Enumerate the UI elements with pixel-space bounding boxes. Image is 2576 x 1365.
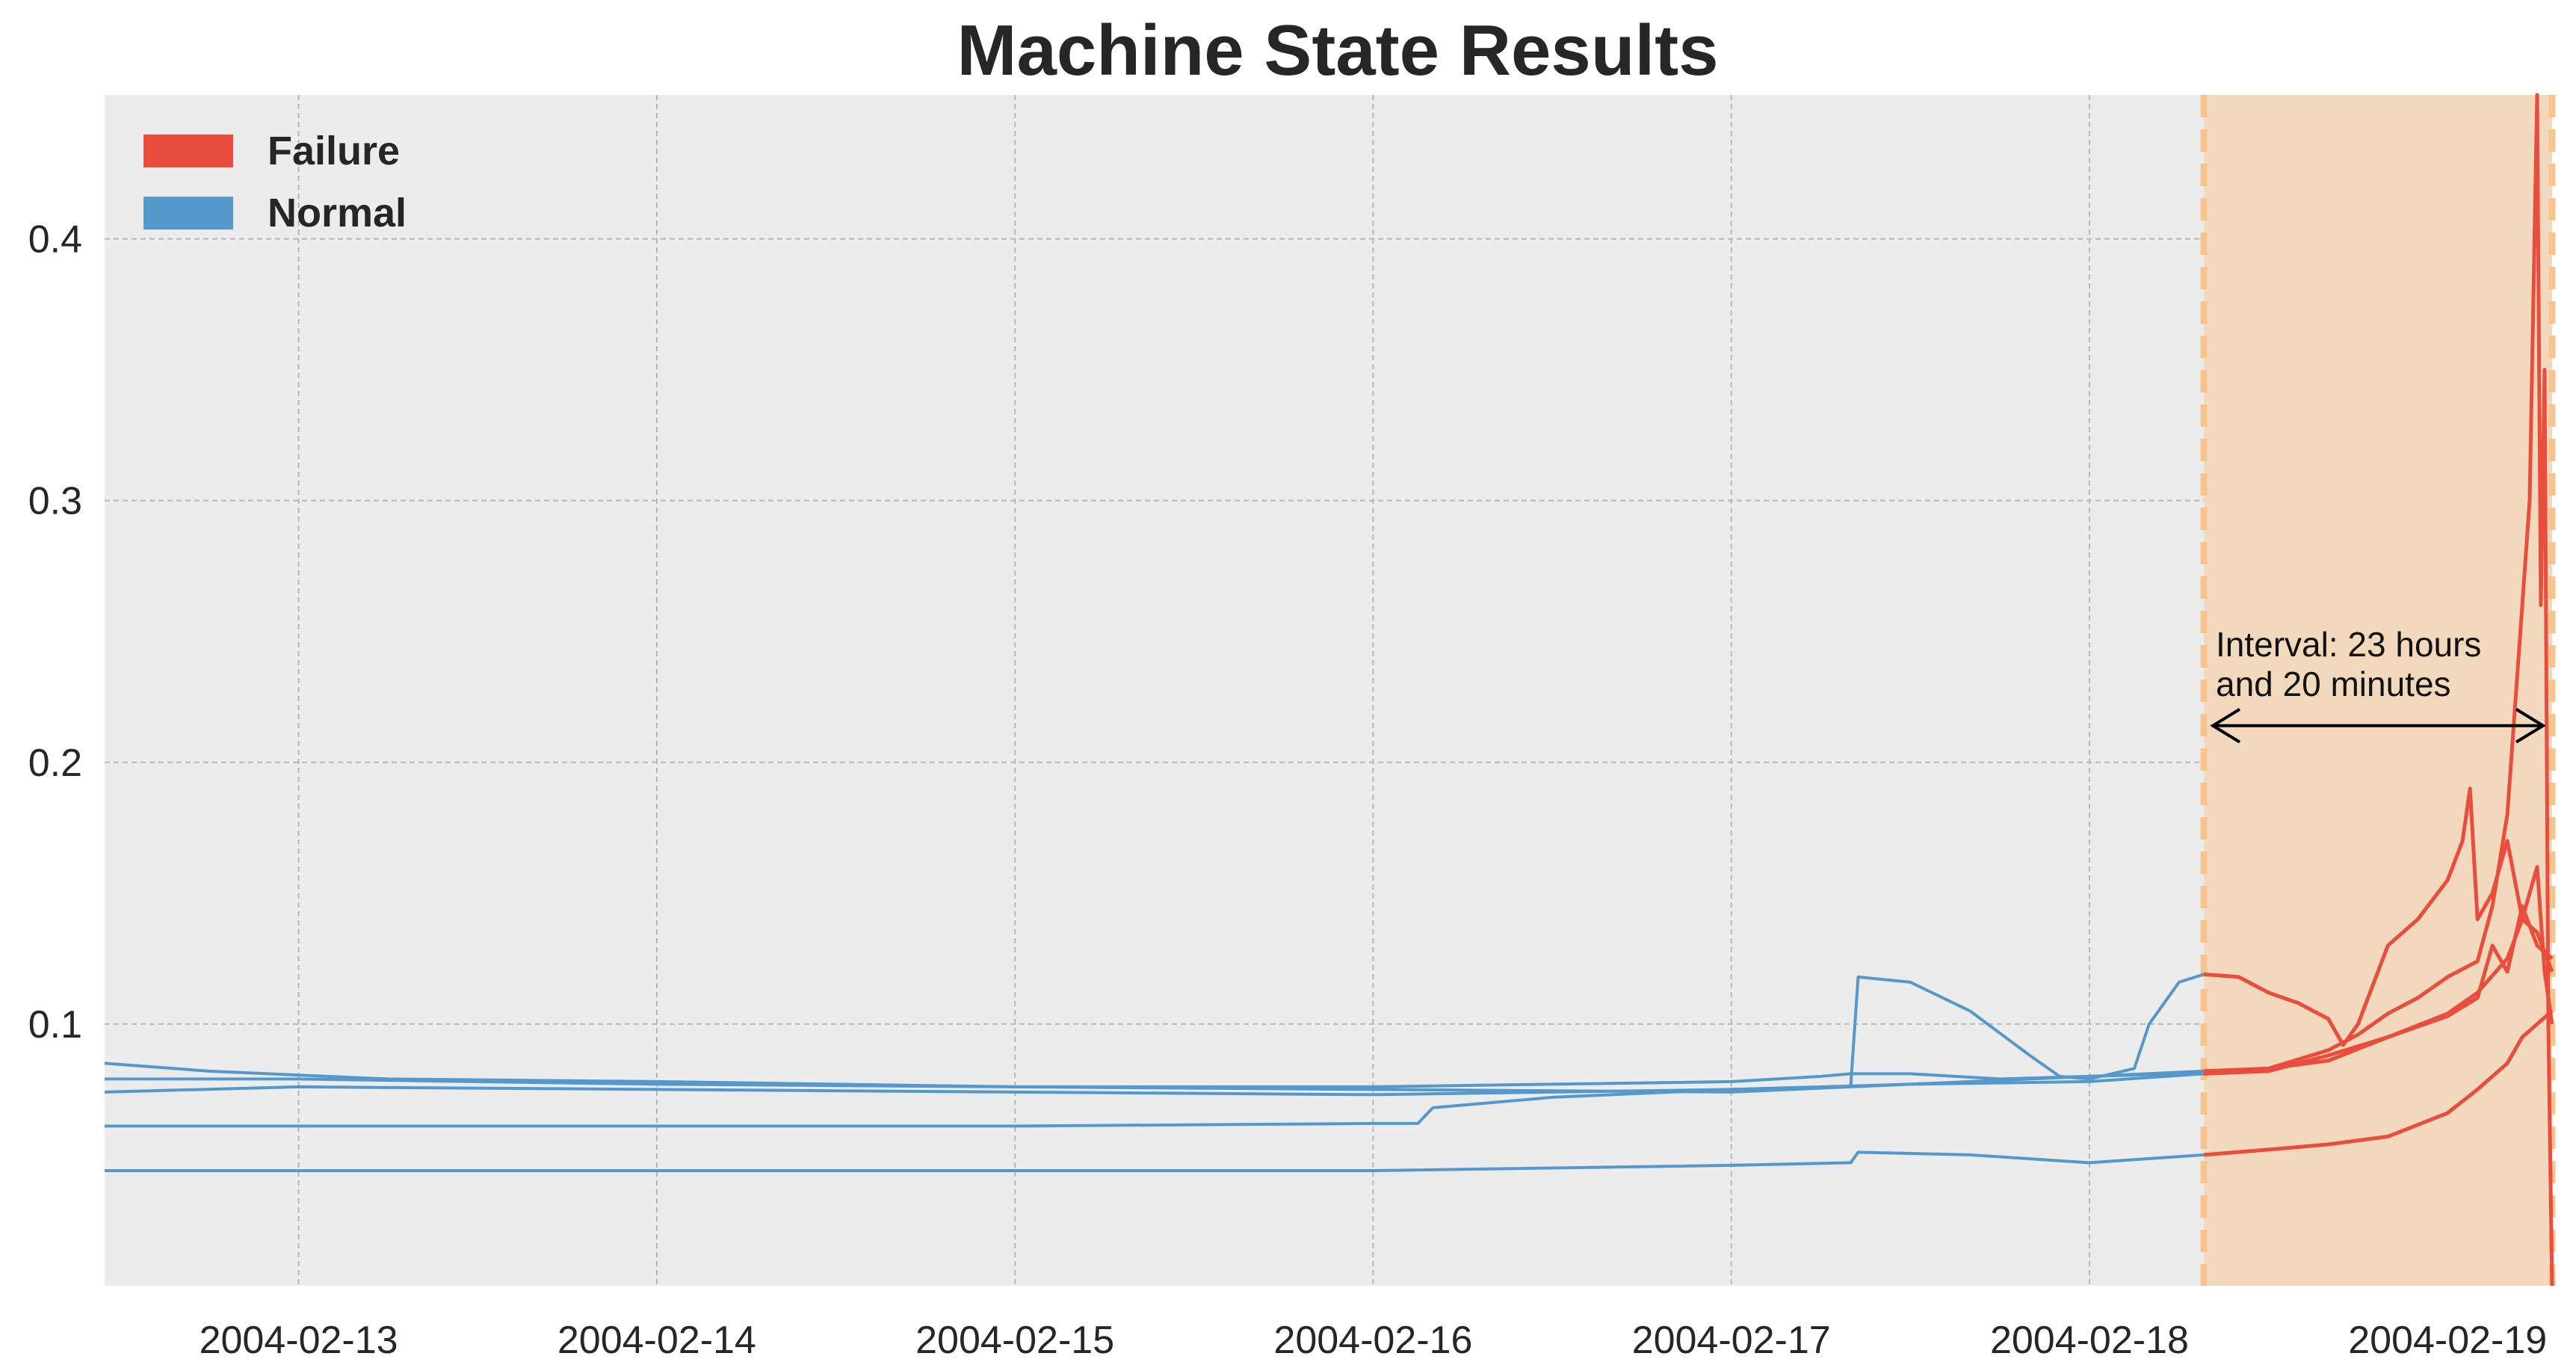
x-tick-label: 2004-02-18	[1990, 1319, 2189, 1362]
series-2-failure-line	[2203, 786, 2554, 1047]
series-4-failure-line	[2203, 917, 2554, 1073]
legend-label-failure: Failure	[268, 129, 400, 173]
legend-swatch-failure	[143, 135, 233, 167]
x-tick-label: 2004-02-13	[200, 1319, 398, 1362]
failure-interval	[2200, 95, 2556, 1286]
y-tick-label: 0.3	[28, 480, 82, 523]
interval-arrow-head-right	[2515, 708, 2546, 744]
y-tick-label: 0.4	[28, 218, 82, 262]
x-tick-label: 2004-02-17	[1632, 1319, 1831, 1362]
annotation: Interval: 23 hours and 20 minutes	[2210, 625, 2546, 744]
legend-swatch-normal	[143, 197, 233, 229]
legend: Failure Normal	[143, 129, 407, 235]
x-tick-label: 2004-02-19	[2348, 1319, 2547, 1362]
annotation-line-2: and 20 minutes	[2216, 665, 2451, 703]
y-tick-label: 0.2	[28, 742, 82, 785]
chart-title: Machine State Results	[957, 10, 1719, 90]
series-4-normal-line	[105, 1069, 2205, 1128]
failure-interval-shade	[2204, 95, 2552, 1286]
plot-area	[105, 95, 2552, 1286]
series-5-normal-line	[105, 1150, 2205, 1172]
legend-label-normal: Normal	[268, 191, 407, 235]
series-group	[104, 93, 2554, 1287]
series-2-normal-line	[104, 973, 2205, 1097]
series-5-failure-line	[2203, 1009, 2554, 1157]
axis-ticks: 2004-02-13 2004-02-14 2004-02-15 2004-02-16…	[28, 218, 2548, 1362]
x-tick-label: 2004-02-14	[557, 1319, 756, 1362]
annotation-line-1: Interval: 23 hours	[2216, 625, 2481, 664]
series-3-failure-line	[2203, 904, 2554, 1076]
x-tick-label: 2004-02-16	[1273, 1319, 1472, 1362]
x-tick-label: 2004-02-15	[915, 1319, 1114, 1362]
series-3-normal-line	[105, 1072, 2205, 1094]
interval-arrow-head-left	[2210, 708, 2241, 744]
y-tick-label: 0.1	[28, 1003, 82, 1047]
